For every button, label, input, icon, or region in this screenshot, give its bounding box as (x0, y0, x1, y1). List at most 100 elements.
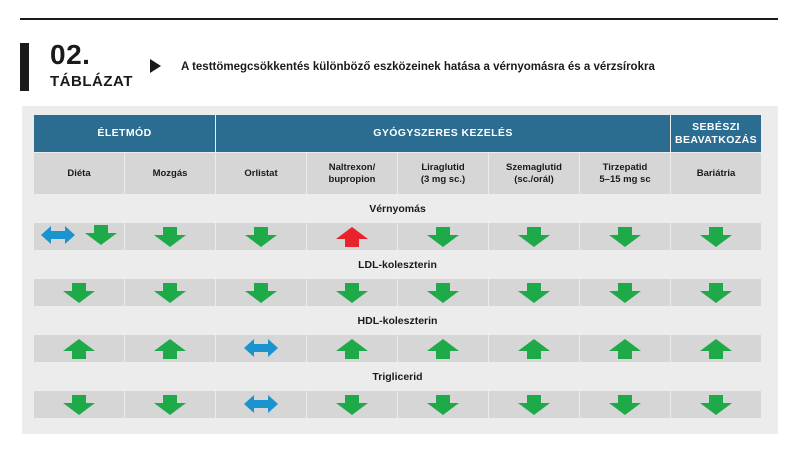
arrow-down-green-icon (427, 394, 459, 415)
arrow-up-green-icon (427, 338, 459, 359)
column-header-line2: (3 mg sc.) (420, 173, 466, 185)
effect-cell (216, 391, 306, 418)
arrow-left-right-blue-icon (41, 225, 75, 244)
section-label: HDL-koleszterin (34, 307, 761, 334)
effect-cell (580, 391, 670, 418)
column-header-line1: Naltrexon/ (328, 161, 376, 173)
arrow-down-green-icon (518, 282, 550, 303)
effect-cell (307, 279, 397, 306)
column-header-line1: Liraglutid (421, 161, 465, 173)
arrow-down-green-icon (336, 282, 368, 303)
effect-cell (216, 223, 306, 250)
arrow-down-green-icon (609, 282, 641, 303)
effect-cell (125, 279, 215, 306)
effect-cell (216, 279, 306, 306)
effect-icon-pair (41, 224, 117, 245)
effect-cell (307, 223, 397, 250)
effect-cell (398, 335, 488, 362)
effect-cell (489, 279, 579, 306)
effect-cell (398, 223, 488, 250)
column-header-line1: Orlistat (244, 167, 278, 179)
arrow-down-green-icon (245, 282, 277, 303)
column-header: Liraglutid (3 mg sc.) (398, 153, 488, 194)
column-header: Orlistat (216, 153, 306, 194)
arrow-down-green-icon (700, 226, 732, 247)
arrow-down-green-icon (154, 226, 186, 247)
effect-cell (34, 223, 124, 250)
effect-cell (125, 223, 215, 250)
column-header-line1: Mozgás (152, 167, 188, 179)
arrow-down-green-icon (518, 226, 550, 247)
column-header-line2: (sc./orál) (514, 173, 554, 185)
effect-row (34, 223, 761, 250)
effect-cell (671, 335, 761, 362)
column-header: Diéta (34, 153, 124, 194)
arrow-up-green-icon (154, 338, 186, 359)
label-accent-bar (20, 43, 29, 91)
top-divider (20, 18, 778, 20)
effect-row (34, 335, 761, 362)
arrow-down-green-icon (154, 282, 186, 303)
effect-cell (489, 223, 579, 250)
effect-cell (34, 279, 124, 306)
column-header: Mozgás (125, 153, 215, 194)
column-header-line2: 5–15 mg sc (599, 173, 651, 185)
arrow-down-green-icon (63, 282, 95, 303)
column-header-line1: Diéta (67, 167, 91, 179)
effect-cell (671, 223, 761, 250)
effect-cell (307, 391, 397, 418)
effect-cell (671, 279, 761, 306)
column-header-row: Diéta Mozgás Orlistat Naltrexon/bupropion Li… (34, 153, 761, 194)
group-header-row: ÉLETMÓD GYÓGYSZERES KEZELÉS SEBÉSZI BEAVAT… (34, 115, 761, 152)
effect-cell (398, 279, 488, 306)
arrow-up-green-icon (336, 338, 368, 359)
effect-cell (398, 391, 488, 418)
arrow-down-green-icon (700, 282, 732, 303)
title-triangle-icon (150, 59, 161, 73)
column-header: Bariátria (671, 153, 761, 194)
effect-cell (580, 223, 670, 250)
column-header-line1: Szemaglutid (506, 161, 562, 173)
arrow-left-right-blue-icon (244, 395, 278, 414)
arrow-down-green-icon (427, 282, 459, 303)
arrow-down-green-icon (336, 394, 368, 415)
arrow-down-green-icon (85, 224, 117, 245)
effect-cell (216, 335, 306, 362)
column-header-line1: Bariátria (696, 167, 736, 179)
arrow-down-green-icon (518, 394, 550, 415)
arrow-up-green-icon (700, 338, 732, 359)
arrow-down-green-icon (427, 226, 459, 247)
section-label: LDL-koleszterin (34, 251, 761, 278)
effects-table: ÉLETMÓD GYÓGYSZERES KEZELÉS SEBÉSZI BEAVAT… (33, 114, 762, 419)
effect-cell (125, 335, 215, 362)
arrow-up-red-icon (336, 226, 368, 247)
section-row: HDL-koleszterin (34, 307, 761, 334)
arrow-left-right-blue-icon (244, 339, 278, 358)
effect-cell (34, 391, 124, 418)
section-row: LDL-koleszterin (34, 251, 761, 278)
table-number: 02. (50, 39, 91, 70)
section-label: Triglicerid (34, 363, 761, 390)
effect-cell (307, 335, 397, 362)
table-panel: ÉLETMÓD GYÓGYSZERES KEZELÉS SEBÉSZI BEAVAT… (22, 106, 778, 434)
arrow-down-green-icon (700, 394, 732, 415)
effect-cell (34, 335, 124, 362)
effect-row (34, 279, 761, 306)
effect-cell (671, 391, 761, 418)
column-header: Naltrexon/bupropion (307, 153, 397, 194)
section-row: Vérnyomás (34, 195, 761, 222)
effect-cell (125, 391, 215, 418)
arrow-up-green-icon (609, 338, 641, 359)
group-header: SEBÉSZI BEAVATKOZÁS (671, 115, 761, 152)
section-label: Vérnyomás (34, 195, 761, 222)
arrow-up-green-icon (518, 338, 550, 359)
column-header: Tirzepatid 5–15 mg sc (580, 153, 670, 194)
column-header: Szemaglutid (sc./orál) (489, 153, 579, 194)
arrow-down-green-icon (63, 394, 95, 415)
group-header: GYÓGYSZERES KEZELÉS (216, 115, 670, 152)
arrow-down-green-icon (609, 226, 641, 247)
arrow-up-green-icon (63, 338, 95, 359)
section-row: Triglicerid (34, 363, 761, 390)
effect-cell (580, 279, 670, 306)
effect-cell (580, 335, 670, 362)
